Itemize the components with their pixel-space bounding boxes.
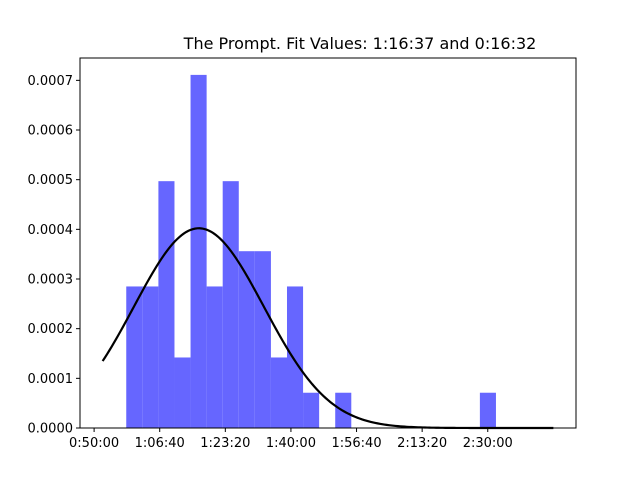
histogram-bar [270, 357, 287, 428]
histogram-bar [479, 392, 496, 428]
y-tick-label: 0.0003 [28, 273, 74, 288]
y-tick-label: 0.0006 [28, 124, 74, 139]
x-tick-label: 2:13:20 [397, 436, 447, 451]
histogram-bar [303, 392, 320, 428]
x-tick-label: 1:06:40 [135, 436, 185, 451]
y-tick-label: 0.0004 [28, 223, 74, 238]
histogram-bars [126, 74, 496, 429]
x-tick-label: 1:23:20 [200, 436, 250, 451]
histogram-bar [190, 74, 207, 429]
plot-frame [79, 57, 577, 429]
histogram-bar [174, 357, 191, 428]
x-tick-label: 1:40:00 [266, 436, 316, 451]
histogram-bar [142, 286, 159, 428]
histogram-bar [254, 251, 271, 428]
x-axis: 0:50:00 1:06:40 1:23:20 1:40:00 1:56:40 2:13:… [69, 428, 513, 451]
histogram-bar [158, 181, 175, 428]
y-tick-label: 0.0002 [28, 322, 74, 337]
histogram-bar [238, 251, 255, 428]
x-tick-label: 0:50:00 [69, 436, 119, 451]
y-tick-label: 0.0000 [28, 422, 74, 437]
histogram-bar [206, 286, 223, 428]
y-tick-label: 0.0005 [28, 173, 74, 188]
histogram-bar [126, 286, 143, 428]
x-tick-label: 1:56:40 [331, 436, 381, 451]
y-tick-label: 0.0001 [28, 372, 74, 387]
histogram-bar [286, 286, 304, 428]
chart-title: The Prompt. Fit Values: 1:16:37 and 0:16… [183, 34, 537, 53]
x-tick-label: 2:30:00 [463, 436, 513, 451]
y-tick-label: 0.0007 [28, 74, 74, 89]
histogram-bar [222, 181, 239, 428]
y-axis: 0.0000 0.0001 0.0002 0.0003 0.0004 0.0005 0.00… [28, 74, 80, 437]
